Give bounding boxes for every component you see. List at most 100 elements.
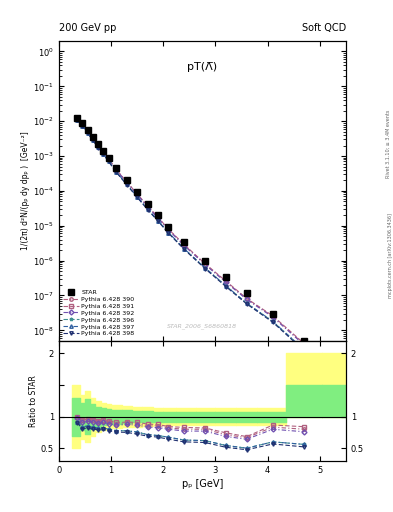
Y-axis label: 1/(2π) d²N/(pₚ dy dpₚ )  [GeV⁻²]: 1/(2π) d²N/(pₚ dy dpₚ ) [GeV⁻²] <box>21 132 30 250</box>
Pythia 6.428 398 <box>85 130 90 136</box>
STAR <box>75 115 79 121</box>
Pythia 6.428 398 <box>96 144 101 151</box>
Pythia 6.428 391 <box>224 278 228 284</box>
Pythia 6.428 397 <box>80 122 85 129</box>
Pythia 6.428 398 <box>156 218 160 224</box>
Pythia 6.428 390 <box>302 341 307 347</box>
X-axis label: pₚ [GeV]: pₚ [GeV] <box>182 479 223 489</box>
Pythia 6.428 390 <box>101 149 106 155</box>
Pythia 6.428 396 <box>224 283 228 289</box>
Pythia 6.428 396 <box>75 117 79 123</box>
Line: STAR: STAR <box>74 116 307 344</box>
Pythia 6.428 396 <box>114 169 119 175</box>
Pythia 6.428 390 <box>106 156 111 162</box>
Pythia 6.428 396 <box>156 218 160 224</box>
Pythia 6.428 396 <box>80 122 85 129</box>
Pythia 6.428 391 <box>125 179 129 185</box>
Pythia 6.428 390 <box>135 191 140 197</box>
Pythia 6.428 391 <box>145 203 150 209</box>
Pythia 6.428 392 <box>114 167 119 174</box>
STAR <box>106 155 111 161</box>
STAR <box>125 177 129 183</box>
Pythia 6.428 397 <box>224 283 228 289</box>
Text: STAR_2006_S6860818: STAR_2006_S6860818 <box>167 323 237 329</box>
Pythia 6.428 391 <box>101 149 106 155</box>
Pythia 6.428 397 <box>101 151 106 157</box>
Pythia 6.428 390 <box>244 296 249 302</box>
Pythia 6.428 392 <box>182 243 187 249</box>
Pythia 6.428 397 <box>244 300 249 306</box>
Line: Pythia 6.428 397: Pythia 6.428 397 <box>75 118 306 351</box>
STAR <box>302 338 307 344</box>
Pythia 6.428 390 <box>182 242 187 248</box>
Pythia 6.428 397 <box>75 117 79 123</box>
Pythia 6.428 392 <box>270 314 275 320</box>
Pythia 6.428 390 <box>270 313 275 319</box>
Pythia 6.428 392 <box>302 342 307 348</box>
Pythia 6.428 396 <box>96 144 101 150</box>
Pythia 6.428 391 <box>135 191 140 197</box>
Pythia 6.428 391 <box>106 156 111 162</box>
Pythia 6.428 392 <box>203 262 208 268</box>
Y-axis label: Ratio to STAR: Ratio to STAR <box>29 375 38 427</box>
Pythia 6.428 392 <box>96 143 101 149</box>
Pythia 6.428 397 <box>203 265 208 271</box>
Pythia 6.428 390 <box>145 203 150 209</box>
Pythia 6.428 391 <box>166 226 171 232</box>
Pythia 6.428 397 <box>156 218 160 224</box>
Pythia 6.428 390 <box>166 226 171 232</box>
STAR <box>135 189 140 196</box>
Pythia 6.428 397 <box>106 158 111 164</box>
Pythia 6.428 391 <box>156 214 160 220</box>
Pythia 6.428 396 <box>101 151 106 157</box>
Pythia 6.428 397 <box>135 194 140 200</box>
Pythia 6.428 397 <box>85 130 90 136</box>
Text: mcplots.cern.ch [arXiv:1306.3436]: mcplots.cern.ch [arXiv:1306.3436] <box>387 214 393 298</box>
Text: pT(Λ̅): pT(Λ̅) <box>187 62 217 72</box>
Pythia 6.428 392 <box>166 227 171 233</box>
Pythia 6.428 397 <box>114 169 119 175</box>
Pythia 6.428 391 <box>80 120 85 126</box>
Pythia 6.428 398 <box>80 123 85 129</box>
Pythia 6.428 392 <box>125 179 129 185</box>
Pythia 6.428 397 <box>90 137 95 143</box>
STAR <box>166 223 171 229</box>
Pythia 6.428 390 <box>224 279 228 285</box>
Pythia 6.428 390 <box>96 142 101 148</box>
Pythia 6.428 397 <box>145 206 150 212</box>
STAR <box>145 201 150 207</box>
Text: 200 GeV pp: 200 GeV pp <box>59 23 116 33</box>
Pythia 6.428 398 <box>270 319 275 326</box>
Pythia 6.428 398 <box>125 182 129 188</box>
Pythia 6.428 392 <box>106 156 111 162</box>
Pythia 6.428 397 <box>270 318 275 325</box>
Pythia 6.428 392 <box>224 279 228 285</box>
Pythia 6.428 398 <box>302 348 307 354</box>
Pythia 6.428 398 <box>203 266 208 272</box>
STAR <box>203 258 208 264</box>
STAR <box>224 273 228 280</box>
Line: Pythia 6.428 398: Pythia 6.428 398 <box>75 118 306 352</box>
Pythia 6.428 397 <box>125 181 129 187</box>
Pythia 6.428 390 <box>90 135 95 141</box>
Pythia 6.428 392 <box>156 215 160 221</box>
STAR <box>85 127 90 133</box>
Pythia 6.428 396 <box>203 265 208 271</box>
STAR <box>101 148 106 154</box>
Line: Pythia 6.428 396: Pythia 6.428 396 <box>75 118 306 351</box>
Line: Pythia 6.428 391: Pythia 6.428 391 <box>75 117 306 345</box>
Pythia 6.428 397 <box>302 347 307 353</box>
Pythia 6.428 391 <box>96 142 101 148</box>
Pythia 6.428 398 <box>90 137 95 143</box>
Pythia 6.428 390 <box>125 179 129 185</box>
Pythia 6.428 396 <box>106 158 111 164</box>
Pythia 6.428 390 <box>156 215 160 221</box>
Pythia 6.428 396 <box>182 246 187 252</box>
Pythia 6.428 397 <box>96 144 101 150</box>
Pythia 6.428 396 <box>125 181 129 187</box>
Pythia 6.428 390 <box>75 115 79 121</box>
Pythia 6.428 392 <box>135 191 140 198</box>
Pythia 6.428 391 <box>270 313 275 319</box>
Line: Pythia 6.428 390: Pythia 6.428 390 <box>75 117 306 346</box>
Pythia 6.428 398 <box>135 195 140 201</box>
